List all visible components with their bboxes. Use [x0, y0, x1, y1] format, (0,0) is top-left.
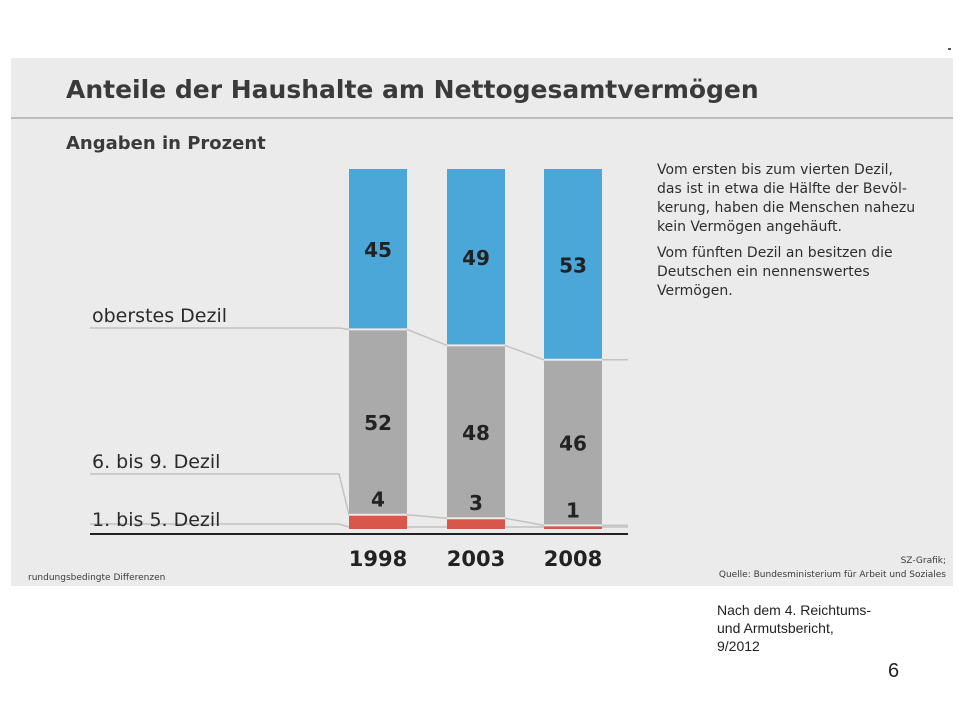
chart-subtitle: Angaben in Prozent [66, 133, 266, 154]
value-labels: 45 52 4 49 48 3 53 46 1 [364, 238, 587, 522]
note-line: das ist in etwa die Hälfte der Bevöl- [657, 181, 907, 197]
value-label: 4 [371, 488, 385, 512]
bar-segment-bottom [544, 525, 602, 529]
bar-segment-middle [349, 329, 407, 515]
chart-title: Anteile der Haushalte am Nettogesamtverm… [66, 75, 759, 104]
note-line: Vermögen. [657, 283, 733, 299]
footnote: rundungsbedingte Differenzen [28, 573, 165, 583]
bar-segment-middle [544, 359, 602, 526]
x-tick-label: 1998 [349, 547, 407, 571]
value-label: 46 [559, 432, 587, 456]
value-label: 49 [462, 246, 490, 270]
value-label: 53 [559, 253, 587, 277]
note-line: Deutschen ein nennenswertes [657, 264, 870, 280]
note-line: kerung, haben die Menschen nahezu [657, 200, 915, 216]
value-label: 45 [364, 238, 392, 262]
note-text: Vom ersten bis zum vierten Dezil, das ist… [657, 162, 915, 299]
bar-segment-top [544, 169, 602, 360]
series-labels: oberstes Dezil 6. bis 9. Dezil 1. bis 5. D… [92, 305, 227, 531]
series-label: oberstes Dezil [92, 305, 227, 327]
x-tick-label: 2003 [447, 547, 505, 571]
chart-panel: Anteile der Haushalte am Nettogesamtverm… [11, 58, 953, 586]
caption-line: und Armutsbericht, [717, 620, 834, 636]
bar-segment-bottom [447, 518, 505, 529]
note-line: Vom fünften Dezil an besitzen die [657, 245, 893, 261]
caption-line: Nach dem 4. Reichtums- [717, 602, 872, 618]
bar-segment-bottom [349, 514, 407, 529]
bar-segment-top [349, 169, 407, 330]
page-number: 6 [888, 660, 900, 682]
note-line: kein Vermögen angehäuft. [657, 219, 842, 235]
bar-segment-top [447, 169, 505, 346]
bars [349, 169, 602, 529]
caption-line: 9/2012 [717, 638, 760, 654]
credit-line-2: Quelle: Bundesministerium für Arbeit und… [719, 570, 946, 580]
series-label: 1. bis 5. Dezil [92, 509, 220, 531]
value-label: 3 [469, 491, 483, 515]
x-tick-label: 2008 [544, 547, 602, 571]
slide-caption: Nach dem 4. Reichtums- und Armutsbericht… [717, 601, 917, 655]
credit-line-1: SZ-Grafik; [901, 556, 946, 566]
corner-mark [948, 48, 951, 50]
x-axis-labels: 1998 2003 2008 [349, 547, 602, 571]
bar-segment-middle [447, 345, 505, 519]
series-label: 6. bis 9. Dezil [92, 451, 220, 473]
note-line: Vom ersten bis zum vierten Dezil, [657, 162, 893, 178]
chart: Anteile der Haushalte am Nettogesamtverm… [11, 75, 953, 583]
value-label: 52 [364, 411, 392, 435]
value-label: 1 [566, 498, 580, 522]
value-label: 48 [462, 421, 490, 445]
